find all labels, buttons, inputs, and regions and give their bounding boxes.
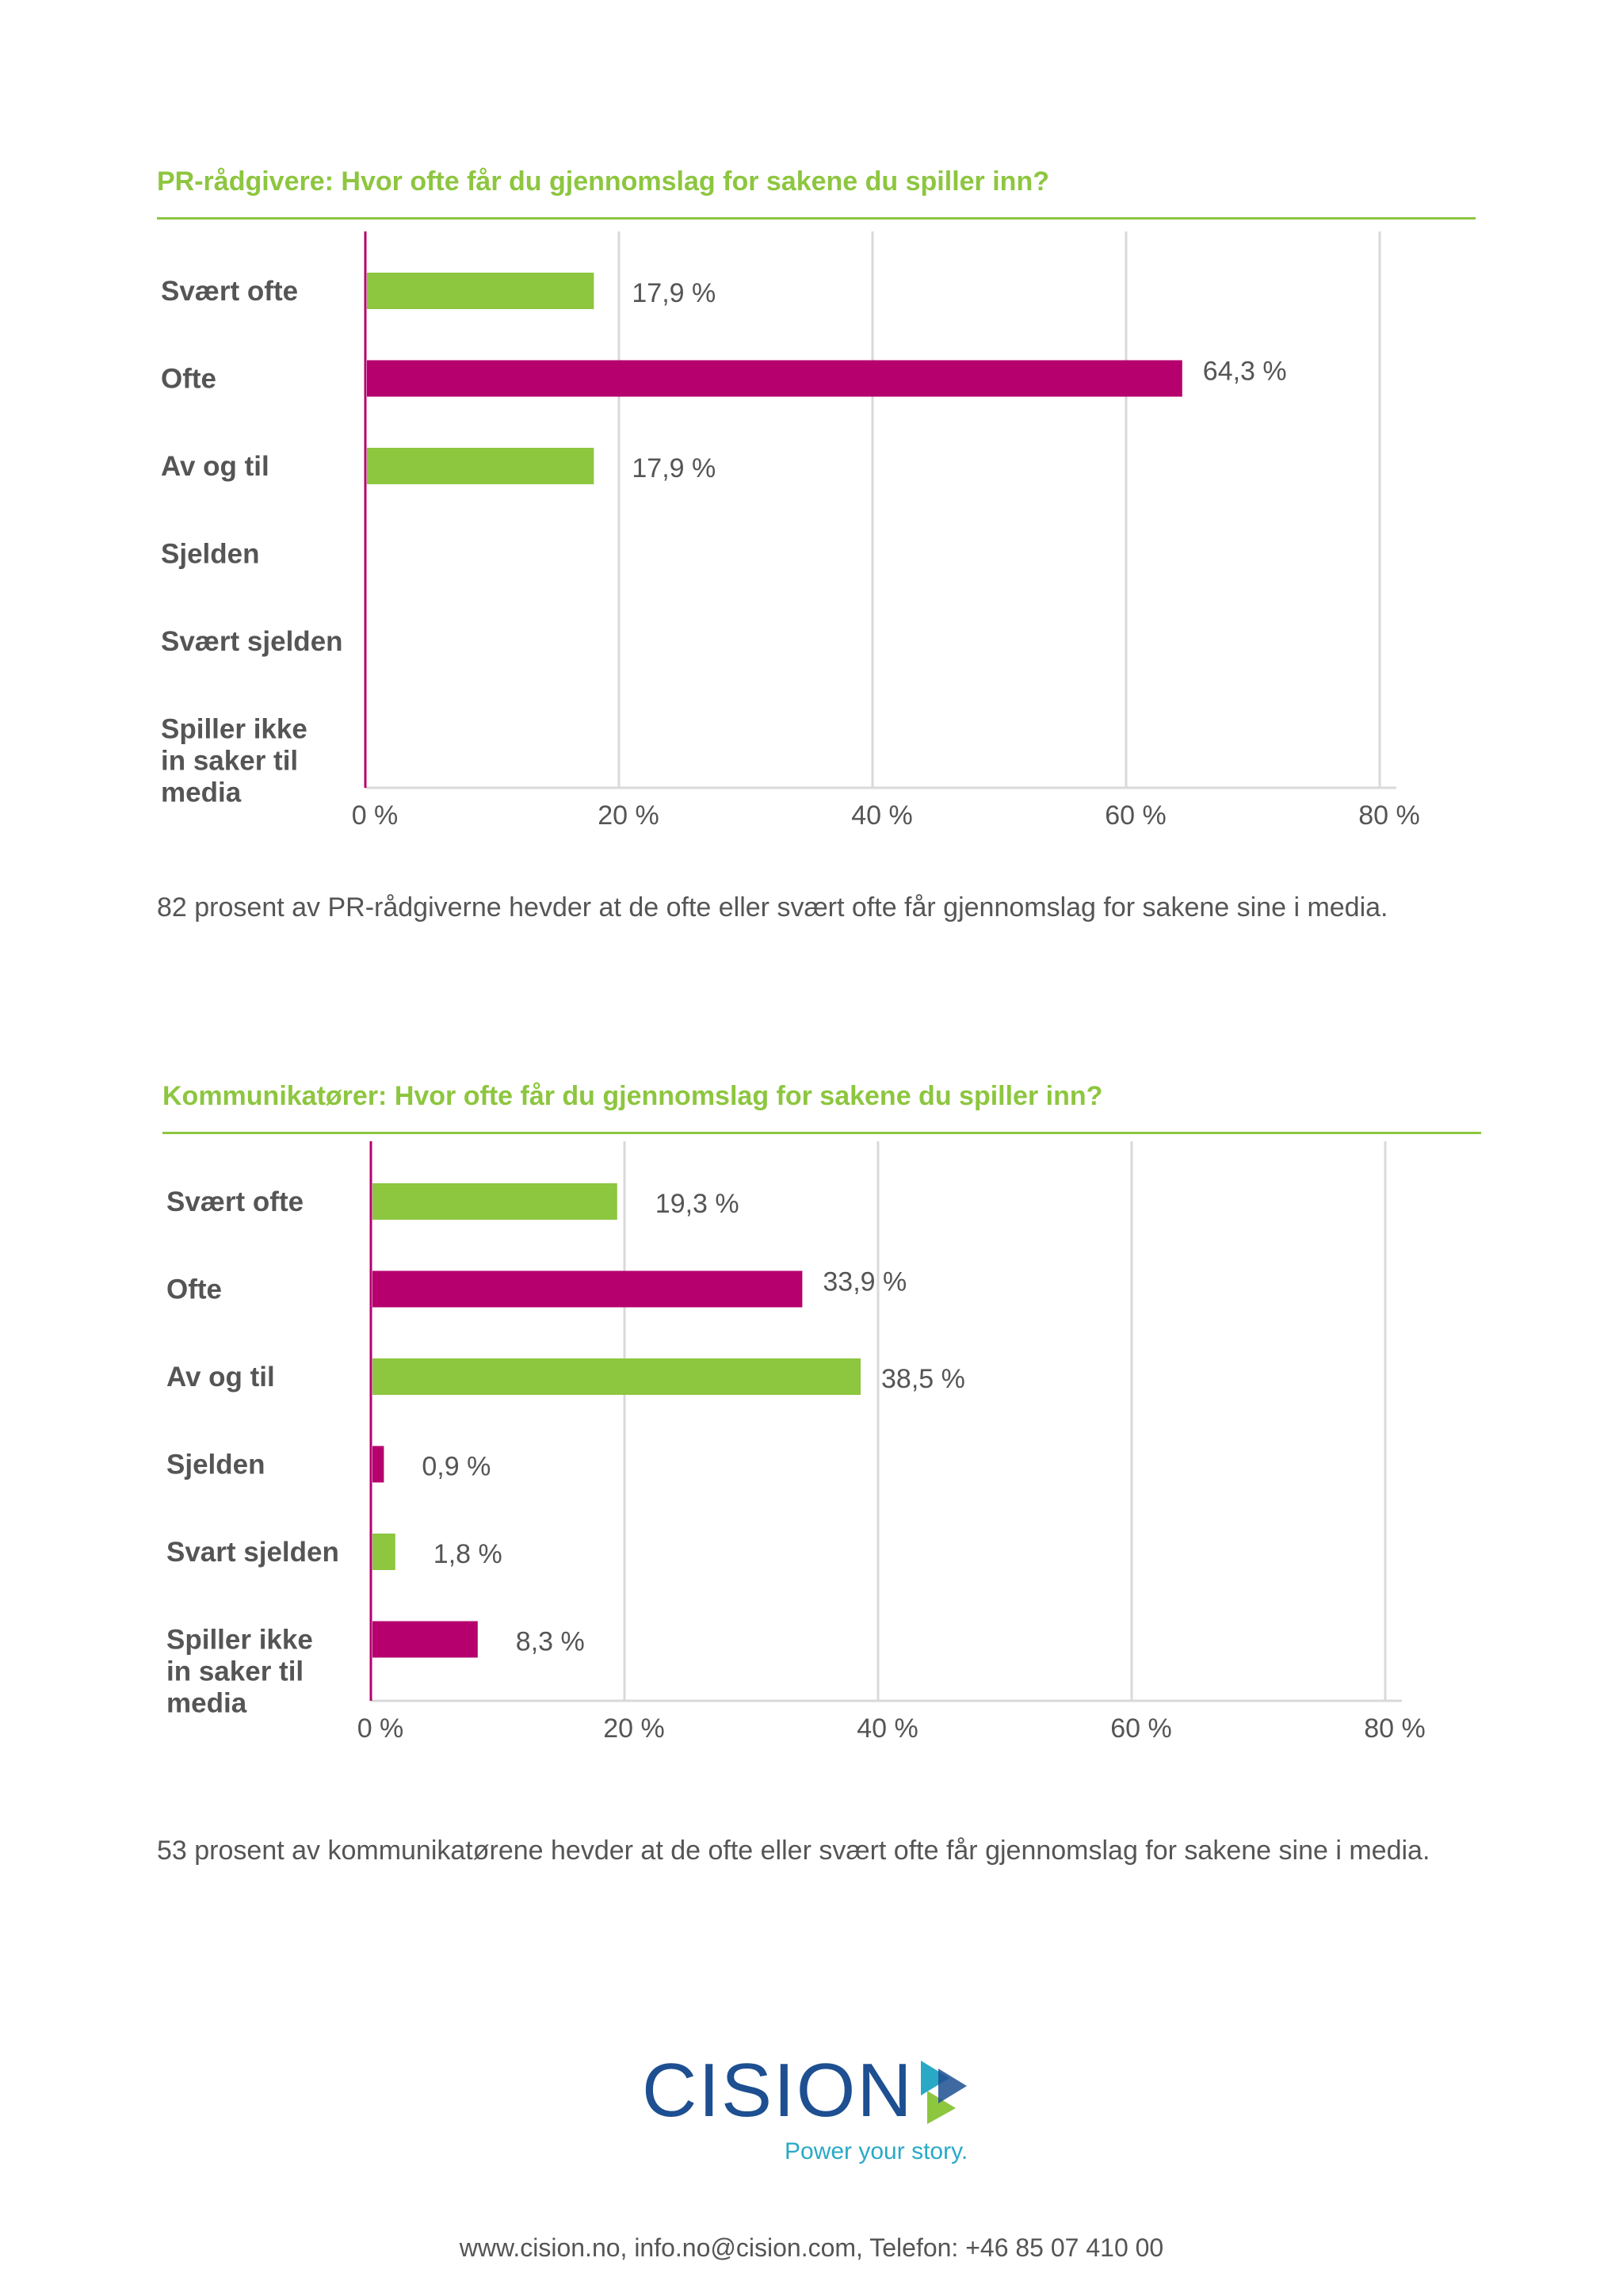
x-tick-label: 60 %	[1110, 1713, 1172, 1744]
value-label: 38,5 %	[881, 1364, 965, 1394]
x-tick-label: 0 %	[357, 1713, 404, 1744]
bar	[372, 1183, 617, 1220]
bar	[367, 273, 594, 309]
category-label: Sjelden	[161, 539, 259, 570]
logo-tagline: Power your story.	[785, 2138, 968, 2164]
value-label: 64,3 %	[1203, 357, 1287, 387]
chart-title: PR-rådgivere: Hvor ofte får du gjennomsl…	[157, 166, 1049, 197]
category-label: Ofte	[161, 364, 216, 395]
category-label: Ofte	[166, 1274, 222, 1305]
value-label: 17,9 %	[632, 278, 716, 308]
title-rule	[162, 1132, 1481, 1134]
category-label: Spiller ikke in saker til media	[166, 1625, 313, 1719]
value-label: 17,9 %	[632, 453, 716, 483]
bar	[372, 1358, 861, 1395]
value-label: 19,3 %	[655, 1189, 739, 1219]
category-label: Svært ofte	[166, 1186, 304, 1217]
bar-chart-svg: 0 % 20 % 40 % 60 % 80 % Svært ofte 17,9 % Ofte 6…	[161, 231, 1420, 831]
x-tick-label: 20 %	[603, 1713, 665, 1744]
x-tick-label: 80 %	[1364, 1713, 1426, 1744]
x-tick-label: 0 %	[352, 800, 399, 831]
category-label: Svært ofte	[161, 276, 298, 307]
footer-contact: www.cision.no, info.no@cision.com, Telef…	[459, 2233, 1164, 2262]
x-tick-label: 40 %	[851, 800, 913, 831]
play-arrow-icon	[921, 2061, 967, 2124]
bar	[372, 1270, 803, 1308]
chart-title: Kommunikatører: Hvor ofte får du gjennom…	[162, 1081, 1103, 1111]
category-label: Svært sjelden	[161, 626, 343, 657]
cision-logo: CISION Power your story.	[642, 2048, 991, 2165]
category-label: Spiller ikke in saker til media	[161, 714, 307, 808]
category-label: Av og til	[161, 451, 269, 482]
category-label: Av og til	[166, 1362, 275, 1392]
x-tick-label: 80 %	[1358, 800, 1420, 831]
category-label: Svart sjelden	[166, 1537, 339, 1568]
value-label: 8,3 %	[516, 1627, 585, 1657]
bar	[367, 448, 594, 484]
value-label: 1,8 %	[433, 1539, 502, 1569]
bar	[367, 360, 1182, 397]
bar	[372, 1621, 478, 1658]
bar-chart-svg: 0 % 20 % 40 % 60 % 80 % Svært ofte 19,3 % Ofte 3…	[166, 1141, 1426, 1744]
x-tick-label: 40 %	[857, 1713, 918, 1744]
chart-caption: 53 prosent av kommunikatørene hevder at …	[157, 1836, 1430, 1866]
title-rule	[157, 217, 1476, 220]
category-label: Sjelden	[166, 1450, 265, 1480]
x-tick-label: 20 %	[598, 800, 659, 831]
bar	[372, 1446, 384, 1483]
bar	[372, 1534, 395, 1570]
value-label: 33,9 %	[823, 1267, 907, 1297]
value-label: 0,9 %	[422, 1452, 491, 1482]
logo-wordmark: CISION	[642, 2048, 914, 2133]
chart-caption: 82 prosent av PR-rådgiverne hevder at de…	[157, 892, 1388, 923]
x-tick-label: 60 %	[1105, 800, 1167, 831]
